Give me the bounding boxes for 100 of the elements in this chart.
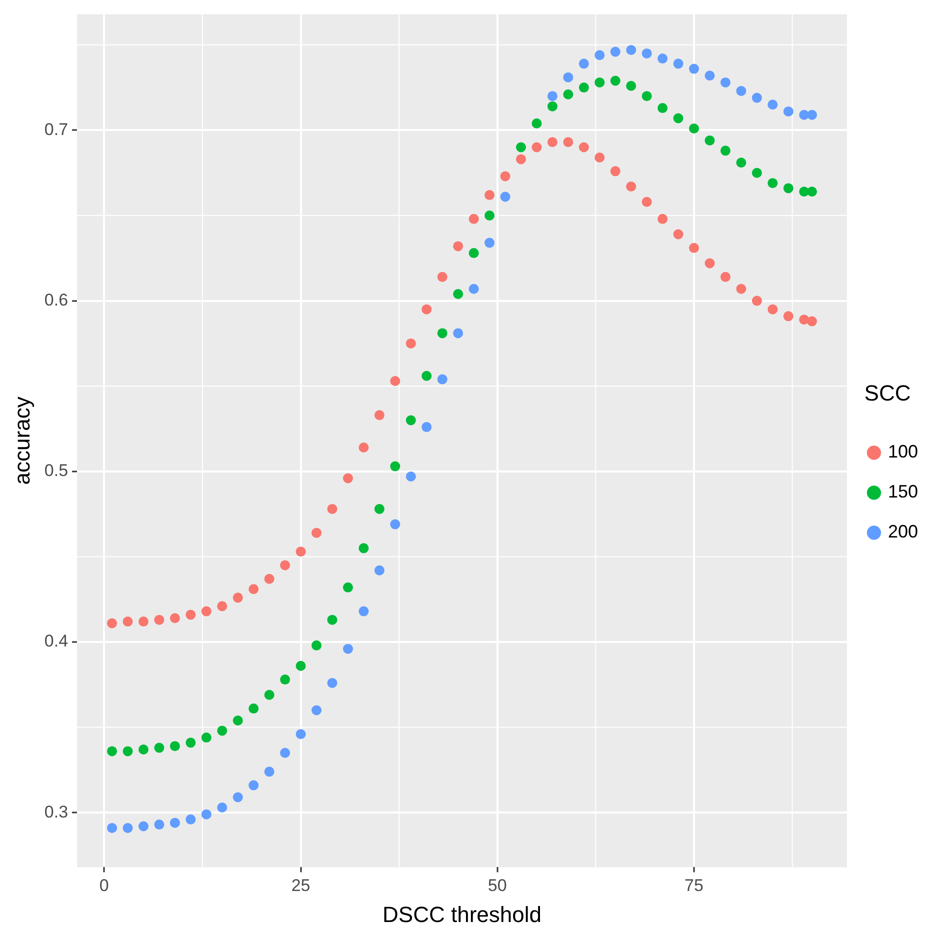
- point: [484, 210, 495, 221]
- point: [327, 614, 338, 625]
- point: [280, 560, 290, 570]
- point: [500, 192, 510, 202]
- point: [768, 100, 778, 110]
- point: [704, 70, 715, 81]
- x-tick-label: 25: [291, 876, 310, 896]
- point: [532, 118, 542, 128]
- point: [107, 746, 118, 756]
- point: [154, 820, 164, 830]
- point: [532, 142, 542, 152]
- point: [248, 704, 259, 714]
- point: [689, 64, 700, 74]
- point: [296, 660, 306, 671]
- point: [578, 82, 589, 93]
- point: [626, 80, 636, 91]
- point: [610, 166, 620, 176]
- point: [201, 809, 212, 820]
- point: [280, 674, 290, 685]
- point: [122, 822, 133, 833]
- point: [264, 766, 274, 777]
- point: [107, 618, 118, 628]
- point: [122, 746, 133, 756]
- point: [752, 168, 762, 178]
- y-axis-title: accuracy: [9, 396, 34, 485]
- legend-label: 100: [888, 442, 918, 462]
- point: [312, 705, 322, 716]
- point: [752, 92, 762, 103]
- point: [563, 89, 574, 100]
- point: [342, 473, 353, 484]
- point: [374, 410, 384, 420]
- point: [186, 738, 196, 748]
- point: [783, 311, 794, 322]
- point: [806, 186, 817, 197]
- point: [138, 821, 148, 832]
- y-tick-label: 0.3: [44, 802, 68, 822]
- point: [720, 77, 730, 88]
- point: [453, 288, 464, 299]
- point: [327, 678, 338, 688]
- point: [806, 316, 817, 326]
- point: [296, 729, 306, 740]
- point: [170, 613, 180, 624]
- point: [547, 101, 558, 112]
- point: [342, 582, 353, 592]
- point: [594, 50, 605, 60]
- point: [468, 248, 479, 258]
- point: [626, 182, 636, 192]
- point: [422, 422, 432, 432]
- point: [312, 640, 322, 650]
- point: [594, 77, 605, 88]
- point: [594, 152, 605, 163]
- legend-title: SCC: [864, 380, 911, 406]
- point: [312, 528, 322, 538]
- x-tick-label: 0: [99, 876, 109, 896]
- point: [626, 45, 636, 56]
- point: [390, 519, 400, 530]
- point: [453, 241, 464, 252]
- point: [704, 135, 715, 146]
- point: [170, 818, 180, 828]
- point: [406, 415, 416, 426]
- point: [806, 110, 817, 120]
- point: [500, 171, 510, 182]
- point: [783, 183, 794, 194]
- point: [736, 86, 746, 96]
- point: [248, 780, 259, 790]
- point: [768, 304, 778, 314]
- point: [437, 272, 448, 282]
- point: [547, 137, 558, 148]
- legend-label: 150: [888, 482, 918, 502]
- point: [170, 741, 180, 752]
- point: [468, 214, 479, 224]
- point: [186, 610, 196, 620]
- point: [752, 296, 762, 306]
- point: [468, 284, 479, 294]
- point: [768, 178, 778, 188]
- point: [358, 442, 369, 453]
- y-tick-label: 0.7: [44, 120, 68, 139]
- point: [437, 374, 448, 384]
- point: [122, 616, 133, 627]
- point: [264, 690, 274, 700]
- point: [232, 792, 243, 802]
- point: [422, 304, 432, 314]
- point: [578, 58, 589, 69]
- point: [280, 748, 290, 758]
- point: [217, 601, 228, 612]
- point: [547, 91, 558, 102]
- point: [248, 584, 259, 594]
- point: [201, 732, 212, 743]
- point: [232, 592, 243, 603]
- point: [720, 146, 730, 156]
- point: [736, 158, 746, 168]
- point: [673, 58, 684, 69]
- point: [406, 338, 416, 348]
- point: [610, 76, 620, 86]
- point: [578, 142, 589, 152]
- point: [217, 802, 228, 812]
- point: [138, 616, 148, 627]
- point: [516, 142, 526, 152]
- point: [390, 461, 400, 472]
- point: [563, 137, 574, 148]
